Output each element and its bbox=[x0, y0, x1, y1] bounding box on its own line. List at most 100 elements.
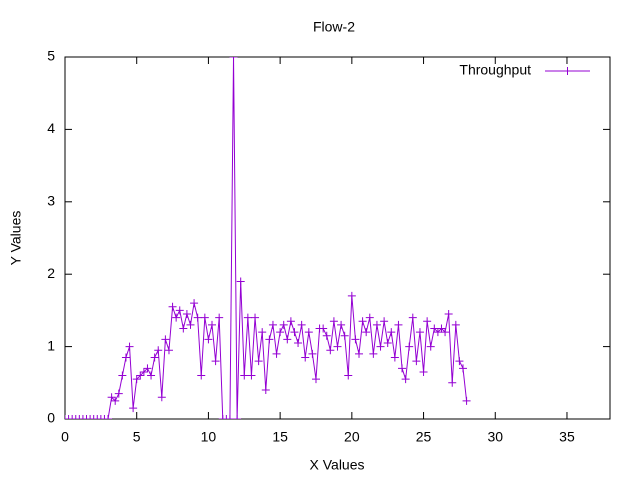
data-point bbox=[132, 375, 141, 384]
data-point bbox=[161, 335, 170, 344]
data-point bbox=[265, 335, 274, 344]
data-point bbox=[86, 415, 95, 419]
x-tick-label: 10 bbox=[201, 429, 217, 445]
data-point bbox=[261, 386, 270, 395]
data-point bbox=[150, 353, 159, 362]
data-point bbox=[93, 415, 102, 419]
data-point bbox=[215, 313, 224, 322]
y-tick-label: 3 bbox=[47, 193, 55, 209]
data-point bbox=[358, 317, 367, 326]
data-point bbox=[333, 342, 342, 351]
data-point bbox=[347, 291, 356, 300]
data-point bbox=[129, 404, 138, 413]
data-point bbox=[254, 357, 263, 366]
data-point bbox=[412, 357, 421, 366]
chart-title: Flow-2 bbox=[313, 19, 355, 35]
data-point bbox=[82, 415, 91, 419]
data-point bbox=[243, 313, 252, 322]
x-tick-label: 25 bbox=[416, 429, 432, 445]
data-point bbox=[283, 335, 292, 344]
data-point bbox=[437, 324, 446, 333]
x-tick-label: 20 bbox=[344, 429, 360, 445]
data-point bbox=[125, 342, 134, 351]
data-point bbox=[419, 367, 428, 376]
data-point bbox=[175, 306, 184, 315]
data-point bbox=[294, 338, 303, 347]
data-point bbox=[441, 328, 450, 337]
data-point bbox=[268, 320, 277, 329]
data-point bbox=[433, 328, 442, 337]
data-point bbox=[311, 375, 320, 384]
data-point bbox=[114, 389, 123, 398]
data-point bbox=[225, 415, 234, 419]
data-point bbox=[272, 349, 281, 358]
data-point bbox=[401, 375, 410, 384]
y-tick-label: 5 bbox=[47, 48, 55, 64]
data-point bbox=[286, 317, 295, 326]
data-point bbox=[111, 396, 120, 405]
data-point bbox=[387, 328, 396, 337]
data-point bbox=[451, 320, 460, 329]
data-point bbox=[222, 415, 231, 419]
data-point bbox=[365, 313, 374, 322]
data-point bbox=[233, 415, 242, 419]
plot-area bbox=[65, 57, 471, 419]
data-point bbox=[71, 415, 80, 419]
data-point bbox=[100, 415, 109, 419]
data-point bbox=[78, 415, 87, 419]
data-point bbox=[143, 364, 152, 373]
data-point bbox=[193, 313, 202, 322]
data-point bbox=[326, 346, 335, 355]
data-point bbox=[279, 320, 288, 329]
data-point bbox=[179, 324, 188, 333]
data-point bbox=[462, 396, 471, 405]
data-point bbox=[258, 328, 267, 337]
data-point bbox=[276, 328, 285, 337]
x-axis-label: X Values bbox=[310, 457, 365, 473]
data-point bbox=[147, 371, 156, 380]
data-point bbox=[458, 364, 467, 373]
data-point bbox=[408, 313, 417, 322]
data-point bbox=[383, 338, 392, 347]
legend-marker bbox=[563, 67, 572, 75]
data-point bbox=[340, 331, 349, 340]
data-point bbox=[118, 371, 127, 380]
data-point bbox=[236, 277, 245, 286]
data-point bbox=[362, 328, 371, 337]
data-point bbox=[308, 349, 317, 358]
data-point bbox=[390, 353, 399, 362]
data-point bbox=[394, 320, 403, 329]
data-point bbox=[322, 331, 331, 340]
data-point bbox=[290, 328, 299, 337]
data-point bbox=[372, 320, 381, 329]
data-point bbox=[204, 335, 213, 344]
data-point bbox=[75, 415, 84, 419]
data-point bbox=[426, 342, 435, 351]
data-point bbox=[65, 415, 73, 419]
y-tick-label: 1 bbox=[47, 337, 55, 353]
legend-label: Throughput bbox=[459, 62, 531, 78]
data-point bbox=[304, 328, 313, 337]
data-point bbox=[168, 302, 177, 311]
data-point bbox=[369, 349, 378, 358]
data-point bbox=[208, 320, 217, 329]
x-tick-label: 15 bbox=[272, 429, 288, 445]
data-point bbox=[415, 328, 424, 337]
data-point bbox=[455, 357, 464, 366]
data-point bbox=[186, 320, 195, 329]
data-point bbox=[240, 371, 249, 380]
data-point bbox=[337, 320, 346, 329]
data-point bbox=[398, 364, 407, 373]
x-tick-label: 35 bbox=[559, 429, 575, 445]
data-point bbox=[351, 335, 360, 344]
data-point bbox=[154, 346, 163, 355]
data-point bbox=[107, 393, 116, 402]
data-point bbox=[355, 349, 364, 358]
y-tick-label: 2 bbox=[47, 265, 55, 281]
x-tick-label: 5 bbox=[133, 429, 141, 445]
data-point bbox=[68, 415, 77, 419]
data-point bbox=[344, 371, 353, 380]
data-point bbox=[247, 371, 256, 380]
x-tick-label: 0 bbox=[61, 429, 69, 445]
